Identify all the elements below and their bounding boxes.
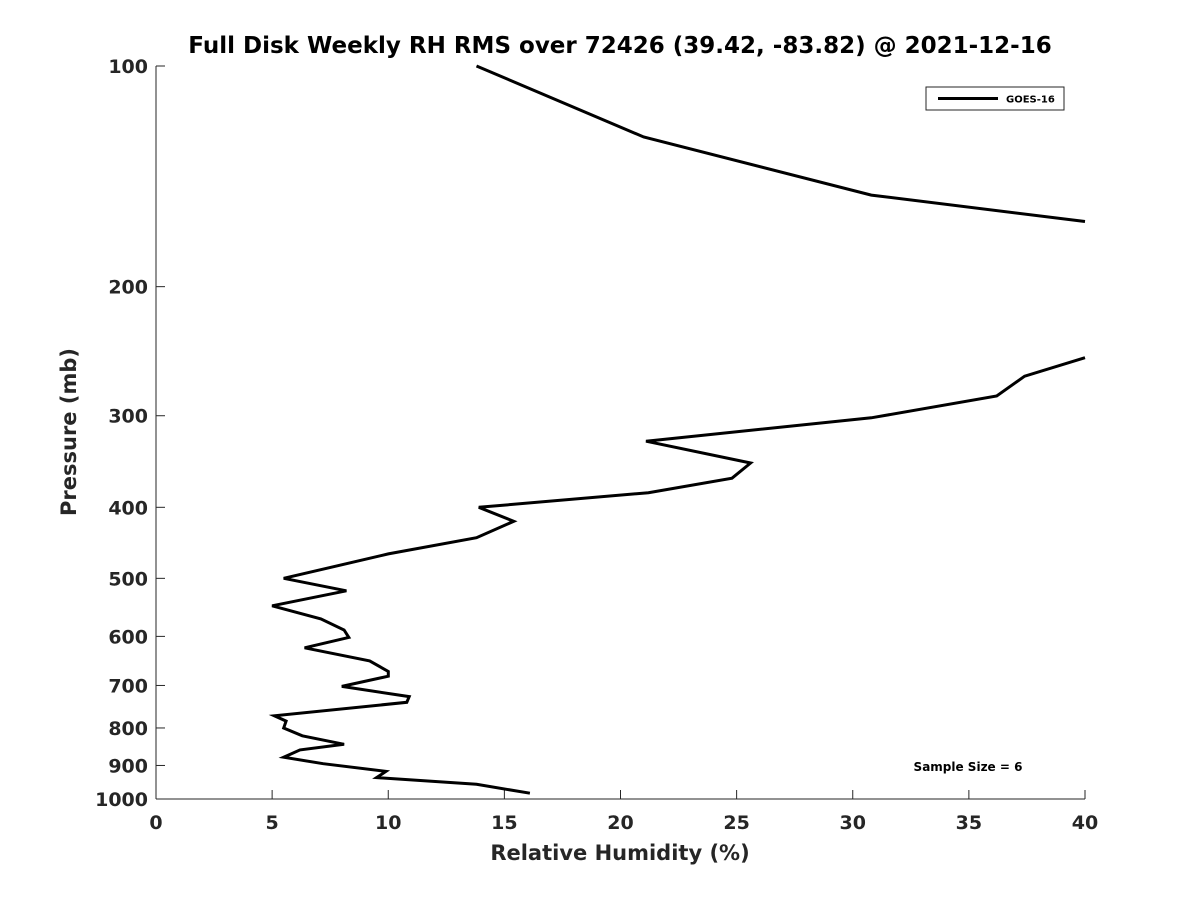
x-ticks: 0 5 10 15 20 25 30 35 40 — [149, 790, 1098, 834]
x-tick-label-15: 15 — [491, 812, 517, 834]
y-tick-label-300: 300 — [108, 406, 148, 428]
y-ticks: 100 200 300 400 500 600 700 800 900 1000 — [95, 56, 165, 811]
x-tick-label-20: 20 — [607, 812, 633, 834]
series-line-goes-16-segment-1 — [475, 64, 1086, 223]
x-tick-label-30: 30 — [840, 812, 866, 834]
sample-size-annotation: Sample Size = 6 — [914, 760, 1023, 774]
y-axis-title: Pressure (mb) — [57, 348, 81, 516]
x-tick-label-0: 0 — [149, 812, 162, 834]
legend-label-goes-16: GOES-16 — [1006, 95, 1055, 106]
y-tick-label-600: 600 — [108, 626, 148, 648]
x-tick-label-25: 25 — [723, 812, 749, 834]
legend: GOES-16 — [925, 86, 1065, 111]
chart-title: Full Disk Weekly RH RMS over 72426 (39.4… — [188, 33, 1051, 59]
y-tick-label-900: 900 — [108, 755, 148, 777]
series-layer — [268, 64, 1086, 795]
x-axis-title: Relative Humidity (%) — [490, 841, 749, 865]
series-line-goes-16-segment-2 — [268, 356, 1086, 795]
y-tick-label-200: 200 — [108, 277, 148, 299]
x-tick-label-5: 5 — [266, 812, 279, 834]
y-tick-label-700: 700 — [108, 675, 148, 697]
axes — [155, 66, 1085, 800]
x-tick-label-40: 40 — [1072, 812, 1098, 834]
y-tick-label-100: 100 — [108, 56, 148, 78]
y-tick-label-400: 400 — [108, 497, 148, 519]
y-tick-label-500: 500 — [108, 568, 148, 590]
x-tick-label-10: 10 — [375, 812, 401, 834]
x-tick-label-35: 35 — [956, 812, 982, 834]
y-tick-label-800: 800 — [108, 718, 148, 740]
y-tick-label-1000: 1000 — [95, 789, 148, 811]
